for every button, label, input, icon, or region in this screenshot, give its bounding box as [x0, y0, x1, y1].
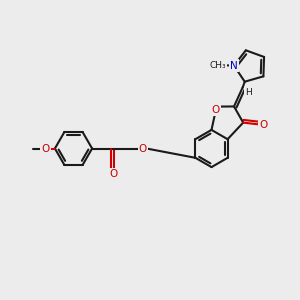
Text: N: N	[230, 61, 238, 70]
Text: O: O	[110, 169, 118, 179]
Text: CH₃: CH₃	[209, 61, 226, 70]
Text: O: O	[139, 143, 147, 154]
Text: O: O	[212, 105, 220, 115]
Text: O: O	[259, 120, 268, 130]
Text: O: O	[41, 143, 50, 154]
Text: H: H	[245, 88, 251, 97]
